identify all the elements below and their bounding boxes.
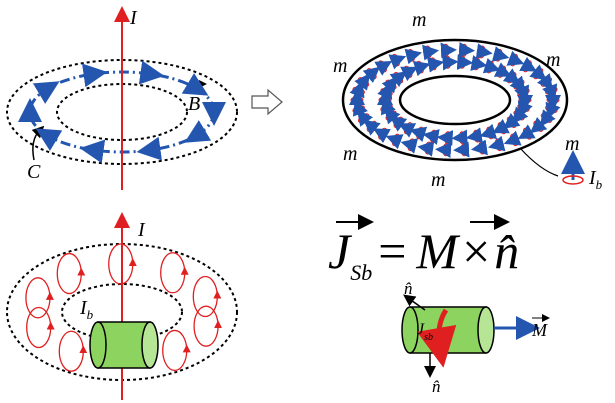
subscript: sb <box>424 332 433 343</box>
moment-label: m <box>546 49 560 71</box>
moment-arrow <box>479 147 487 148</box>
loop-label: C <box>27 161 41 183</box>
implies-arrow <box>252 90 282 114</box>
top-right-panel: m m m m m m Ib <box>333 9 603 192</box>
current-loop <box>59 331 83 371</box>
field-arrow <box>90 74 96 75</box>
moment-label: m <box>412 9 426 31</box>
moment-arrow <box>406 55 414 57</box>
current-loop <box>26 278 50 318</box>
moment-arrow <box>408 144 416 146</box>
field-arrow <box>195 133 200 136</box>
current-loop <box>193 277 217 317</box>
top-left-panel: I B C <box>7 7 237 190</box>
current-label: I <box>137 219 146 241</box>
eq-equals: = <box>378 223 406 279</box>
bound-current-label: Ib <box>588 167 603 192</box>
moment-arrow <box>425 148 433 149</box>
current-label: I <box>129 7 138 29</box>
moment-arrow <box>477 51 485 52</box>
subscript: b <box>87 307 94 322</box>
cylinder-end <box>142 322 158 368</box>
eq-magnetization: M <box>415 223 460 279</box>
field-arrow <box>44 87 49 90</box>
moment-arrow <box>496 144 504 146</box>
field-arrow <box>92 150 98 151</box>
loop-pointer <box>33 130 40 160</box>
bound-current-label: Ib <box>79 297 94 322</box>
moment-arrow <box>423 51 431 52</box>
cylinder <box>402 307 494 353</box>
moment-label: m <box>431 169 445 191</box>
cylinder-end <box>478 307 494 353</box>
current-loop <box>161 253 185 293</box>
field-label: B <box>188 93 200 115</box>
moment-arrow <box>430 136 438 137</box>
eq-normal: n̂ <box>494 223 519 279</box>
moment-arrow <box>428 63 436 64</box>
cylinder <box>90 322 158 368</box>
field-arrow <box>148 149 154 150</box>
bottom-left-panel: I Ib <box>7 219 237 400</box>
equation: JSb=M×n̂ <box>328 223 519 285</box>
moment-arrow <box>472 63 480 64</box>
moment-label: m <box>333 55 347 77</box>
legend-pointer <box>520 148 558 176</box>
current-loop <box>57 254 81 294</box>
moment-label: m <box>343 143 357 165</box>
moment-arrow <box>494 54 502 56</box>
cylinder-end <box>90 322 106 368</box>
magnetization-label: M <box>531 320 548 340</box>
legend-moment-label: m <box>565 133 579 155</box>
cylinder-end <box>402 307 418 353</box>
subscript: b <box>596 177 603 192</box>
eq-times: × <box>462 223 490 279</box>
diagram: I B C m m m m m m Ib I Ib JSb=M×n̂ n̂ Js… <box>0 0 615 403</box>
field-arrow <box>146 73 152 74</box>
torus-inner <box>400 76 510 124</box>
moment-arrow <box>474 135 482 136</box>
field-arrow <box>46 134 51 137</box>
normal-bottom-label: n̂ <box>432 377 441 396</box>
eq-subscript: Sb <box>350 260 372 285</box>
normal-top-label: n̂ <box>404 279 413 298</box>
bottom-right-panel: JSb=M×n̂ n̂ Jsb M n̂ <box>328 222 548 396</box>
torus-outer <box>343 40 567 160</box>
field-arrow <box>193 86 198 89</box>
current-loop <box>109 244 133 284</box>
current-loop <box>163 330 187 370</box>
